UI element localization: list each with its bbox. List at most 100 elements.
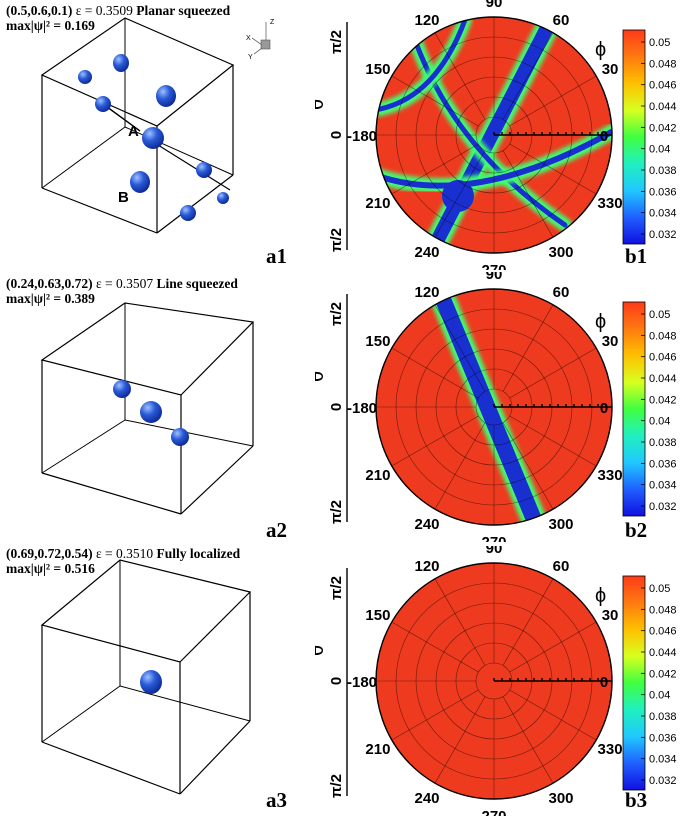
svg-text:Y: Y — [248, 54, 253, 61]
angle-label: 0 — [600, 674, 608, 691]
angle-label: 300 — [548, 244, 573, 261]
phi-label: ϕ — [595, 585, 606, 607]
polar-tag: b1 — [625, 244, 648, 268]
colorbar-tick: 0.036 — [649, 732, 677, 744]
colorbar-tick: 0.04 — [649, 144, 670, 156]
cube-tag: a2 — [266, 518, 287, 542]
svg-text:Z: Z — [270, 19, 275, 26]
cube-tag: a1 — [266, 244, 287, 268]
polar-tag: b2 — [625, 518, 648, 542]
panel-epsilon: ε = 0.3509 — [75, 3, 133, 18]
density-band — [376, 127, 612, 189]
colorbar-tick: 0.046 — [649, 626, 677, 638]
colorbar-tick: 0.038 — [649, 165, 677, 177]
colorbar-tick: 0.032 — [649, 501, 677, 513]
density-band — [412, 37, 568, 228]
polar-plot-2: 9060300330300270240210-180150120ϕπ/20π/2… — [315, 272, 677, 542]
angle-label: 0 — [600, 400, 608, 417]
panel-header-1: (0.5,0.6,0.1) ε = 0.3509 Planar squeezed… — [6, 3, 230, 33]
colorbar-tick: 0.05 — [649, 37, 670, 49]
svg-text:X: X — [246, 35, 251, 42]
colorbar-tick: 0.046 — [649, 352, 677, 364]
angle-label: 0 — [600, 128, 608, 145]
angle-label: 240 — [414, 516, 439, 533]
density-band — [432, 289, 545, 525]
blob — [78, 70, 92, 84]
panel-epsilon: ε = 0.3510 — [96, 546, 154, 561]
colorbar — [622, 301, 646, 517]
colorbar-tick: 0.036 — [649, 186, 677, 198]
theta-bottom-label: π/2 — [328, 228, 345, 252]
angle-label: 330 — [598, 741, 623, 758]
blob — [130, 171, 150, 193]
panel-kind: Planar squeezed — [136, 3, 231, 18]
theta-mid-label: 0 — [328, 677, 345, 685]
panel-max-psi: max|ψ|² = 0.389 — [6, 291, 95, 306]
angle-label: 120 — [414, 12, 439, 29]
angle-label: 60 — [553, 558, 570, 575]
colorbar-tick: 0.034 — [649, 754, 677, 766]
colorbar-tick: 0.034 — [649, 208, 677, 220]
theta-axis — [346, 294, 612, 522]
angle-label: 90 — [486, 272, 503, 283]
isosurface-blobs — [78, 54, 229, 221]
angle-label: 270 — [481, 262, 506, 270]
density-band — [376, 17, 468, 113]
angle-label: 270 — [481, 808, 506, 816]
colorbar-tick: 0.032 — [649, 229, 677, 241]
colorbar-tick: 0.05 — [649, 309, 670, 321]
angle-label: 240 — [414, 244, 439, 261]
blob — [156, 85, 176, 107]
polar-plot-1: 9060300330300270240210-180150120ϕπ/20π/2… — [315, 0, 677, 270]
theta-label: θ — [315, 371, 328, 382]
angle-label: 90 — [486, 0, 503, 11]
cube-tag: a3 — [266, 788, 287, 812]
blob — [196, 162, 212, 178]
colorbar-tick: 0.048 — [649, 330, 677, 342]
angle-label: 300 — [548, 790, 573, 807]
angle-label: 300 — [548, 516, 573, 533]
theta-label: θ — [315, 99, 328, 110]
panel-max-psi: max|ψ|² = 0.169 — [6, 18, 95, 33]
blob — [95, 96, 111, 112]
panel-params: (0.5,0.6,0.1) — [6, 3, 73, 18]
angle-label: 120 — [414, 558, 439, 575]
angle-label: 90 — [486, 546, 503, 557]
blob — [140, 401, 162, 423]
angle-label: 150 — [365, 61, 390, 78]
isosurface-blobs — [140, 670, 162, 694]
colorbar-tick: 0.036 — [649, 458, 677, 470]
theta-axis — [346, 568, 612, 796]
cube-plot-2 — [40, 302, 255, 515]
angle-label: 270 — [481, 534, 506, 542]
angle-label: 60 — [553, 12, 570, 29]
colorbar-tick: 0.04 — [649, 690, 670, 702]
panel-max-psi: max|ψ|² = 0.516 — [6, 561, 95, 576]
angle-label: 150 — [365, 333, 390, 350]
angle-label: 120 — [414, 284, 439, 301]
colorbar — [622, 29, 646, 245]
angle-label: -180 — [347, 400, 377, 417]
panel-header-3: (0.69,0.72,0.54) ε = 0.3510 Fully locali… — [6, 546, 240, 576]
angle-label: 60 — [553, 284, 570, 301]
blob — [217, 192, 229, 204]
angle-label: 240 — [414, 790, 439, 807]
theta-mid-label: 0 — [328, 131, 345, 139]
theta-label: θ — [315, 645, 328, 656]
colorbar-tick: 0.048 — [649, 58, 677, 70]
theta-top-label: π/2 — [328, 576, 345, 600]
cube-plot-3 — [40, 559, 252, 795]
polar-tag: b3 — [625, 788, 648, 812]
panel-params: (0.69,0.72,0.54) — [6, 546, 93, 561]
marker-a: A — [128, 123, 139, 140]
colorbar-tick: 0.044 — [649, 373, 677, 385]
theta-top-label: π/2 — [328, 30, 345, 54]
panel-params: (0.24,0.63,0.72) — [6, 276, 93, 291]
blob — [140, 670, 162, 694]
theta-bottom-label: π/2 — [328, 500, 345, 524]
colorbar-tick: 0.04 — [649, 416, 670, 428]
colorbar-tick: 0.046 — [649, 80, 677, 92]
blob — [113, 380, 131, 398]
blob — [113, 54, 129, 72]
angle-label: 210 — [365, 195, 390, 212]
